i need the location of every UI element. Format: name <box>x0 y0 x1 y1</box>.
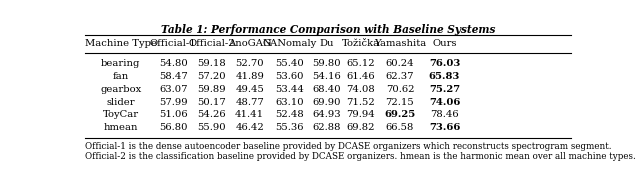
Text: Tožička: Tožička <box>342 39 380 48</box>
Text: 46.42: 46.42 <box>236 123 264 132</box>
Text: 69.90: 69.90 <box>312 98 340 106</box>
Text: 73.66: 73.66 <box>429 123 460 132</box>
Text: 63.10: 63.10 <box>275 98 303 106</box>
Text: 55.40: 55.40 <box>275 59 304 68</box>
Text: 72.15: 72.15 <box>385 98 414 106</box>
Text: 74.08: 74.08 <box>346 85 375 94</box>
Text: 59.80: 59.80 <box>312 59 341 68</box>
Text: 50.17: 50.17 <box>197 98 226 106</box>
Text: 41.41: 41.41 <box>235 110 264 119</box>
Text: Yamashita: Yamashita <box>374 39 426 48</box>
Text: bearing: bearing <box>101 59 140 68</box>
Text: 71.52: 71.52 <box>346 98 375 106</box>
Text: Du: Du <box>319 39 334 48</box>
Text: 62.37: 62.37 <box>386 72 414 81</box>
Text: 57.20: 57.20 <box>197 72 226 81</box>
Text: 51.06: 51.06 <box>159 110 188 119</box>
Text: 62.88: 62.88 <box>312 123 340 132</box>
Text: gearbox: gearbox <box>100 85 141 94</box>
Text: fan: fan <box>113 72 129 81</box>
Text: hmean: hmean <box>104 123 138 132</box>
Text: 53.60: 53.60 <box>275 72 303 81</box>
Text: 65.83: 65.83 <box>429 72 460 81</box>
Text: 63.07: 63.07 <box>159 85 188 94</box>
Text: AnoGAN: AnoGAN <box>228 39 271 48</box>
Text: 54.16: 54.16 <box>312 72 341 81</box>
Text: 52.70: 52.70 <box>236 59 264 68</box>
Text: 69.82: 69.82 <box>346 123 375 132</box>
Text: 56.80: 56.80 <box>159 123 188 132</box>
Text: 65.12: 65.12 <box>346 59 375 68</box>
Text: 59.89: 59.89 <box>197 85 226 94</box>
Text: GANomaly: GANomaly <box>262 39 316 48</box>
Text: 61.46: 61.46 <box>346 72 375 81</box>
Text: 60.24: 60.24 <box>386 59 414 68</box>
Text: 49.45: 49.45 <box>235 85 264 94</box>
Text: 70.62: 70.62 <box>386 85 414 94</box>
Text: Ours: Ours <box>432 39 457 48</box>
Text: slider: slider <box>106 98 135 106</box>
Text: 52.48: 52.48 <box>275 110 304 119</box>
Text: 58.47: 58.47 <box>159 72 188 81</box>
Text: 69.25: 69.25 <box>384 110 415 119</box>
Text: 79.94: 79.94 <box>346 110 375 119</box>
Text: Official-2 is the classification baseline provided by DCASE organizers. hmean is: Official-2 is the classification baselin… <box>85 152 636 161</box>
Text: Machine Type: Machine Type <box>84 39 157 48</box>
Text: 75.27: 75.27 <box>429 85 460 94</box>
Text: 59.18: 59.18 <box>197 59 226 68</box>
Text: 76.03: 76.03 <box>429 59 460 68</box>
Text: 53.44: 53.44 <box>275 85 304 94</box>
Text: 48.77: 48.77 <box>236 98 264 106</box>
Text: 55.36: 55.36 <box>275 123 303 132</box>
Text: 41.89: 41.89 <box>235 72 264 81</box>
Text: 74.06: 74.06 <box>429 98 460 106</box>
Text: 54.26: 54.26 <box>197 110 226 119</box>
Text: Official-2: Official-2 <box>188 39 235 48</box>
Text: 64.93: 64.93 <box>312 110 341 119</box>
Text: 66.58: 66.58 <box>386 123 414 132</box>
Text: 68.40: 68.40 <box>312 85 341 94</box>
Text: 54.80: 54.80 <box>159 59 188 68</box>
Text: 78.46: 78.46 <box>430 110 459 119</box>
Text: Table 1: Performance Comparison with Baseline Systems: Table 1: Performance Comparison with Bas… <box>161 24 495 35</box>
Text: ToyCar: ToyCar <box>102 110 139 119</box>
Text: Official-1 is the dense autoencoder baseline provided by DCASE organizers which : Official-1 is the dense autoencoder base… <box>85 142 611 151</box>
Text: Official-1: Official-1 <box>150 39 196 48</box>
Text: 57.99: 57.99 <box>159 98 188 106</box>
Text: 55.90: 55.90 <box>197 123 226 132</box>
